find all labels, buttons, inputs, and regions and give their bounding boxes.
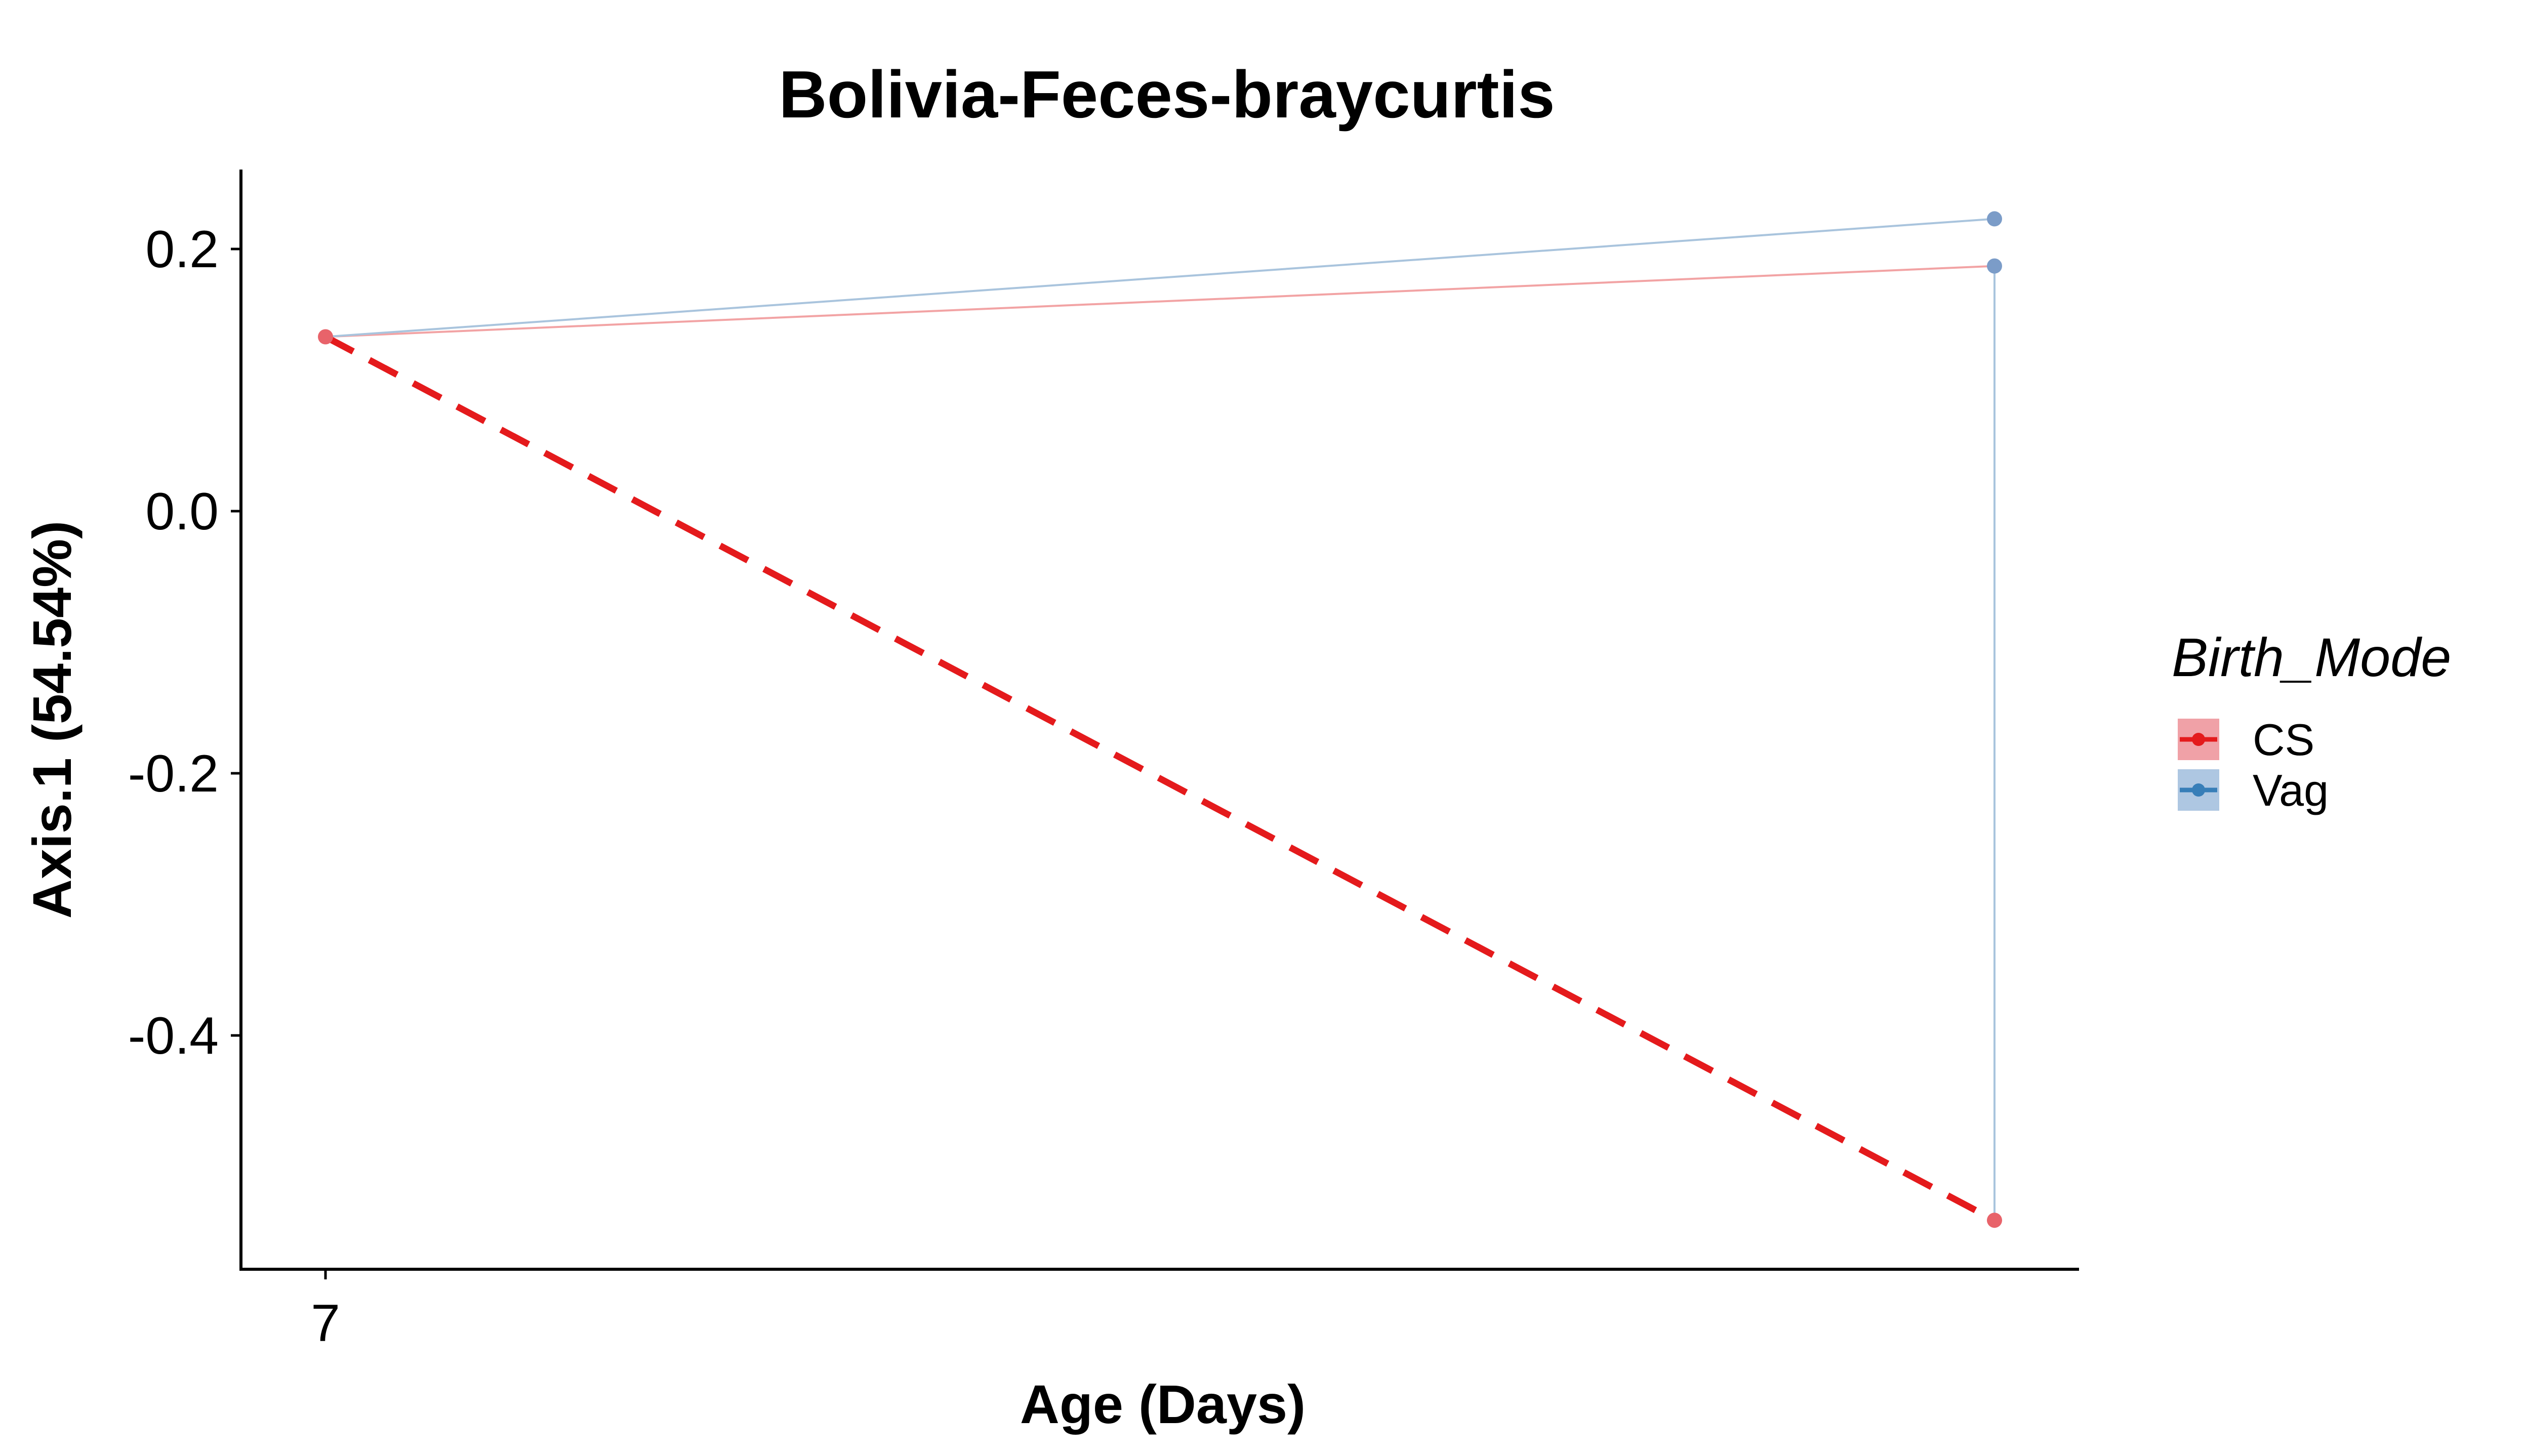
legend-item-vag: Vag	[2178, 765, 2329, 815]
x-axis-title: Age (Days)	[1020, 1374, 1306, 1435]
legend-title: Birth_Mode	[2172, 627, 2451, 688]
mean-line-cs	[323, 334, 1997, 1223]
legend-key-point	[2192, 783, 2205, 797]
x-axis-ticks: 7	[311, 1269, 340, 1353]
y-axis-ticks: 0.2 0.0 -0.2 -0.4	[128, 220, 241, 1065]
sample-line-vag	[325, 218, 1995, 338]
y-tick-label: -0.4	[128, 1007, 219, 1065]
legend-key-point	[2192, 733, 2205, 746]
chart-title: Bolivia-Feces-braycurtis	[779, 57, 1555, 132]
y-axis-title: Axis.1 (54.54%)	[21, 521, 83, 919]
plot-area	[318, 211, 2002, 1228]
data-point-vag	[1987, 258, 2002, 274]
legend-label: Vag	[2253, 765, 2329, 815]
y-tick-label: 0.0	[145, 482, 219, 541]
y-tick-label: 0.2	[145, 220, 219, 279]
data-point-cs	[318, 329, 333, 345]
legend-label: CS	[2253, 715, 2314, 765]
data-point-vag	[1987, 211, 2002, 227]
legend-item-cs: CS	[2178, 715, 2314, 765]
sample-line-cs	[325, 265, 1995, 338]
y-tick-label: -0.2	[128, 744, 219, 803]
x-tick-label: 7	[311, 1294, 340, 1353]
data-point-cs	[1987, 1213, 2002, 1228]
